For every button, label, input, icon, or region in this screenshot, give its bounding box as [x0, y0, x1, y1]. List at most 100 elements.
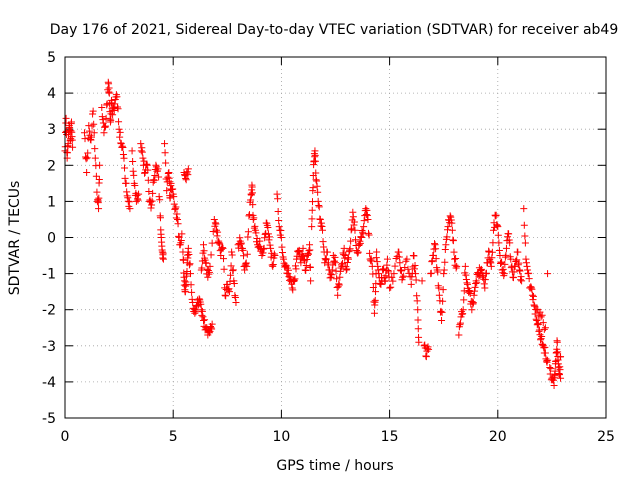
data-point-815 — [489, 226, 497, 234]
data-point-588 — [354, 249, 362, 257]
data-point-754 — [456, 319, 464, 327]
data-point-375 — [244, 233, 252, 241]
data-point-853 — [510, 268, 518, 276]
chart-title: Day 176 of 2021, Sidereal Day-to-day VTE… — [50, 22, 619, 38]
data-point-164 — [152, 161, 160, 169]
data-point-119 — [124, 197, 132, 205]
data-point-132 — [133, 191, 141, 199]
data-point-886 — [530, 292, 538, 300]
data-point-151 — [145, 187, 153, 195]
data-point-676 — [408, 273, 416, 281]
data-point-336 — [221, 291, 229, 299]
data-point-705 — [428, 257, 436, 265]
data-point-437 — [277, 227, 285, 235]
data-point-84 — [107, 110, 115, 118]
data-point-951 — [555, 371, 563, 379]
data-point-344 — [225, 288, 233, 296]
data-point-75 — [105, 80, 113, 88]
data-point-918 — [538, 311, 546, 319]
data-point-922 — [544, 270, 552, 278]
data-point-376 — [244, 228, 252, 236]
data-point-225 — [182, 175, 190, 183]
data-point-47 — [90, 129, 98, 137]
data-point-522 — [318, 222, 326, 230]
data-point-653 — [388, 273, 396, 281]
data-point-324 — [215, 237, 223, 245]
data-point-173 — [156, 214, 164, 222]
data-point-201 — [167, 179, 175, 187]
x-tick-label-0: 0 — [61, 429, 70, 445]
data-point-573 — [346, 246, 354, 254]
data-point-567 — [342, 266, 350, 274]
data-point-865 — [517, 276, 525, 284]
data-point-591 — [355, 241, 363, 249]
data-point-483 — [302, 267, 310, 275]
data-point-214 — [174, 220, 182, 228]
data-point-599 — [360, 223, 368, 231]
data-point-90 — [109, 111, 117, 119]
data-point-721 — [437, 307, 445, 315]
data-point-294 — [208, 325, 216, 333]
data-point-820 — [492, 211, 500, 219]
data-point-871 — [521, 239, 529, 247]
data-point-570 — [344, 254, 352, 262]
data-point-866 — [517, 273, 525, 281]
data-point-845 — [506, 239, 514, 247]
data-point-833 — [499, 265, 507, 273]
data-point-738 — [446, 212, 454, 220]
data-point-237 — [181, 277, 189, 285]
y-tick-label-2: -3 — [42, 339, 56, 355]
data-point-378 — [245, 211, 253, 219]
x-axis-label: GPS time / hours — [276, 458, 393, 474]
data-point-185 — [161, 140, 169, 148]
data-point-681 — [410, 265, 418, 273]
data-point-644 — [382, 272, 390, 280]
data-point-556 — [336, 267, 344, 275]
data-point-155 — [147, 204, 155, 212]
data-point-910 — [542, 357, 550, 365]
y-tick-label-5: 0 — [47, 231, 56, 247]
data-point-509 — [311, 157, 319, 165]
data-point-118 — [124, 194, 132, 202]
data-point-206 — [170, 193, 178, 201]
data-point-419 — [265, 233, 273, 241]
data-point-662 — [396, 259, 404, 267]
data-point-923 — [546, 363, 554, 371]
data-point-353 — [230, 279, 238, 287]
data-point-619 — [370, 309, 378, 317]
data-point-34 — [83, 154, 91, 162]
data-point-459 — [289, 286, 297, 294]
data-point-275 — [197, 306, 205, 314]
data-point-315 — [209, 227, 217, 235]
data-point-134 — [134, 196, 142, 204]
data-point-290 — [205, 329, 213, 337]
data-point-329 — [217, 245, 225, 253]
data-point-872 — [522, 255, 530, 263]
data-point-878 — [525, 275, 533, 283]
data-point-356 — [232, 298, 240, 306]
data-point-839 — [502, 244, 510, 252]
data-point-614 — [368, 257, 376, 265]
data-point-233 — [179, 256, 187, 264]
data-point-869 — [520, 221, 528, 229]
data-point-439 — [278, 243, 286, 251]
data-point-709 — [431, 240, 439, 248]
data-point-682 — [411, 262, 419, 270]
data-point-860 — [514, 248, 522, 256]
data-point-643 — [381, 277, 389, 285]
data-point-322 — [214, 228, 222, 236]
data-point-333 — [220, 255, 228, 263]
data-point-822 — [493, 222, 501, 230]
data-point-28 — [69, 143, 77, 151]
data-point-532 — [323, 248, 331, 256]
data-point-778 — [469, 299, 477, 307]
data-point-726 — [440, 270, 448, 278]
data-point-603 — [362, 205, 370, 213]
data-point-749 — [452, 264, 460, 272]
data-point-763 — [461, 262, 469, 270]
data-point-274 — [197, 300, 205, 308]
data-point-38 — [85, 127, 93, 135]
data-point-753 — [456, 321, 464, 329]
data-point-392 — [251, 222, 259, 230]
